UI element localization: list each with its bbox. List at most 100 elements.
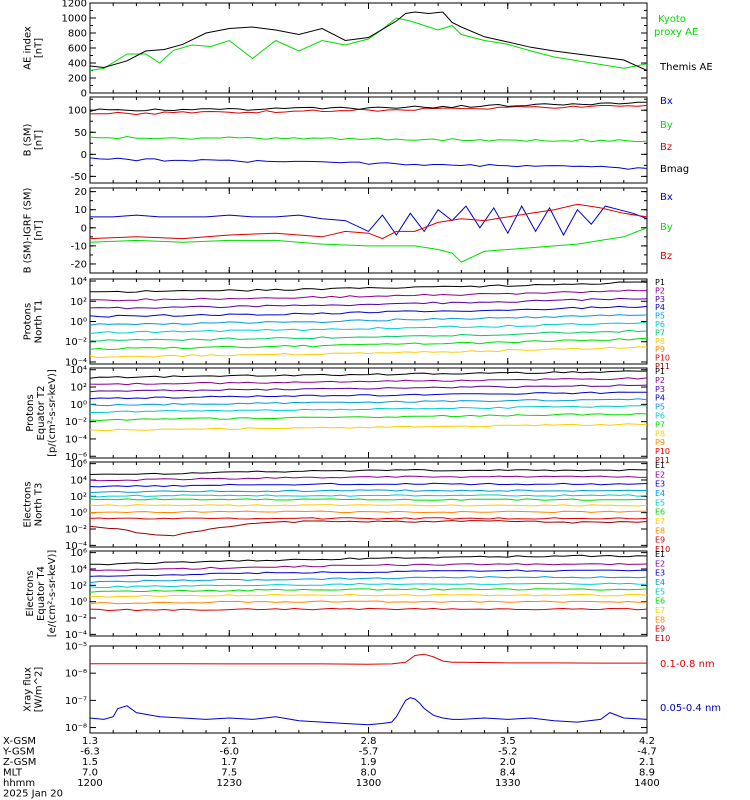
- y-axis-label: Equator T2: [36, 386, 47, 441]
- series-line-bmag: [89, 101, 647, 112]
- y-tick-label: 10²: [70, 581, 87, 592]
- series-line-p6: [89, 321, 648, 334]
- legend-kyoto: Kyoto: [658, 14, 686, 25]
- series-line-p6: [90, 405, 648, 413]
- ephemeris-value: 8.9: [639, 768, 655, 779]
- ephemeris-value: 8.0: [361, 768, 377, 779]
- ephemeris-value: 1200: [77, 778, 102, 789]
- series-line-p3: [89, 384, 648, 393]
- legend-e8: E8: [655, 615, 665, 624]
- ephemeris-value: -5.7: [359, 747, 379, 758]
- series-line-p4: [89, 391, 648, 400]
- y-tick-label: 10⁴: [70, 365, 87, 376]
- series-line-p1: [89, 370, 647, 379]
- ephemeris-value: 2.1: [639, 757, 655, 768]
- legend-e1: E1: [655, 550, 665, 559]
- ephemeris-value: -5.2: [498, 747, 518, 758]
- legend-p4: P4: [655, 394, 665, 403]
- series-line-0-05-0-4-nm: [89, 697, 648, 726]
- y-axis-label: AE index: [23, 26, 34, 70]
- legend-p9: P9: [655, 438, 665, 447]
- y-tick-label: 10⁴: [70, 277, 87, 288]
- series-line-e1: [89, 468, 648, 475]
- y-tick-label: 10⁻²: [65, 614, 87, 625]
- legend-p5: P5: [655, 312, 665, 321]
- y-tick-label: 0: [81, 150, 87, 161]
- series-line-p3: [89, 297, 648, 310]
- y-axis-label: [W/m^2]: [34, 667, 45, 713]
- ephemeris-value: 1.5: [82, 757, 98, 768]
- y-tick-label: 0: [81, 89, 87, 100]
- y-tick-label: 20: [74, 187, 87, 198]
- series-line-p1: [89, 281, 648, 293]
- legend-e7: E7: [655, 606, 665, 615]
- y-tick-label: 10⁻²: [65, 337, 87, 348]
- legend-e1: E1: [655, 461, 665, 470]
- legend-p5: P5: [655, 403, 665, 412]
- series-line-e4: [89, 576, 648, 584]
- series-line-p4: [89, 305, 648, 318]
- series-line-p2: [89, 377, 648, 386]
- legend-e8: E8: [655, 526, 665, 535]
- y-tick-label: 0: [81, 223, 87, 234]
- ephemeris-value: 8.4: [500, 768, 516, 779]
- y-axis-label: B (SM)-IGRF (SM): [23, 188, 34, 274]
- legend-xray-short: 0.05-0.4 nm: [660, 703, 721, 714]
- ephemeris-date: 2025 Jan 20: [3, 789, 63, 800]
- y-tick-label: 10⁰: [70, 400, 87, 411]
- y-tick-label: 50: [74, 128, 87, 139]
- y-tick-label: 1200: [62, 0, 87, 10]
- y-tick-label: 10⁻²: [65, 525, 87, 536]
- y-tick-label: 100: [68, 106, 87, 117]
- legend-p1: P1: [655, 367, 665, 376]
- series-line-p7: [89, 329, 648, 342]
- legend-p10: P10: [655, 447, 670, 456]
- series-line-themis-ae: [89, 11, 648, 71]
- legend-p3: P3: [655, 385, 665, 394]
- y-tick-label: 10⁰: [70, 597, 87, 608]
- legend-bx: Bx: [660, 192, 673, 203]
- legend-themis: Themis AE: [659, 62, 713, 73]
- y-axis-label: [p/(cm²-s-sr-keV)]: [47, 369, 58, 457]
- ephemeris-table: X-GSM 1.3 2.1 2.8 3.5 4.2 Y-GSM -6.3 -6.0 -5.7 -5.…: [2, 736, 660, 800]
- series-line-e2: [89, 563, 648, 571]
- y-tick-label: -20: [71, 259, 87, 270]
- series-line-e2: [89, 475, 648, 482]
- legend-p7: P7: [655, 420, 665, 429]
- y-axis-label: Electrons: [25, 570, 36, 616]
- y-tick-label: 10⁻⁴: [65, 357, 87, 368]
- panel-2: -50 0 50 100 B (SM) [nT] Bx By Bz Bmag: [23, 96, 689, 184]
- series-line-bx: [89, 157, 648, 170]
- series-line-e10: [89, 520, 648, 537]
- series-line-p9: [89, 346, 648, 359]
- legend-e9: E9: [655, 625, 665, 634]
- y-tick-label: 10⁻⁸: [65, 723, 87, 734]
- legend-p1: P1: [655, 278, 665, 287]
- y-tick-label: 10⁻⁶: [65, 669, 87, 680]
- legend-bx: Bx: [660, 96, 673, 107]
- y-tick-label: 10⁻²: [65, 417, 87, 428]
- series-line-kyoto-proxy-ae: [89, 17, 648, 71]
- legend-by: By: [660, 120, 673, 131]
- ephemeris-label: hhmm: [3, 778, 35, 789]
- y-axis-label: [nT]: [34, 130, 45, 150]
- y-tick-label: 10⁻⁴: [65, 541, 87, 552]
- series-line-e3: [89, 482, 648, 488]
- series-line-e8: [89, 600, 648, 605]
- series-line-0-1-0-8-nm: [90, 653, 647, 665]
- y-axis-label: Equator T4: [36, 566, 47, 621]
- legend-p11: P11: [655, 362, 670, 371]
- legend-e2: E2: [655, 559, 665, 568]
- y-tick-label: 10⁰: [70, 508, 87, 519]
- legend-e5: E5: [655, 498, 665, 507]
- ephemeris-value: 2.0: [500, 757, 516, 768]
- legend-p7: P7: [655, 328, 665, 337]
- y-axis-label: North T3: [34, 483, 45, 527]
- legend-e3: E3: [655, 480, 665, 489]
- y-axis-label: B (SM): [23, 123, 34, 156]
- ephemeris-value: 1330: [495, 778, 520, 789]
- panel-5: 10⁻⁶ 10⁻⁴ 10⁻² 10⁰ 10² 10⁴ Protons Equator T2 [p…: [25, 365, 670, 465]
- series-line-bx: [90, 205, 648, 237]
- legend-kyoto: proxy AE: [654, 27, 698, 38]
